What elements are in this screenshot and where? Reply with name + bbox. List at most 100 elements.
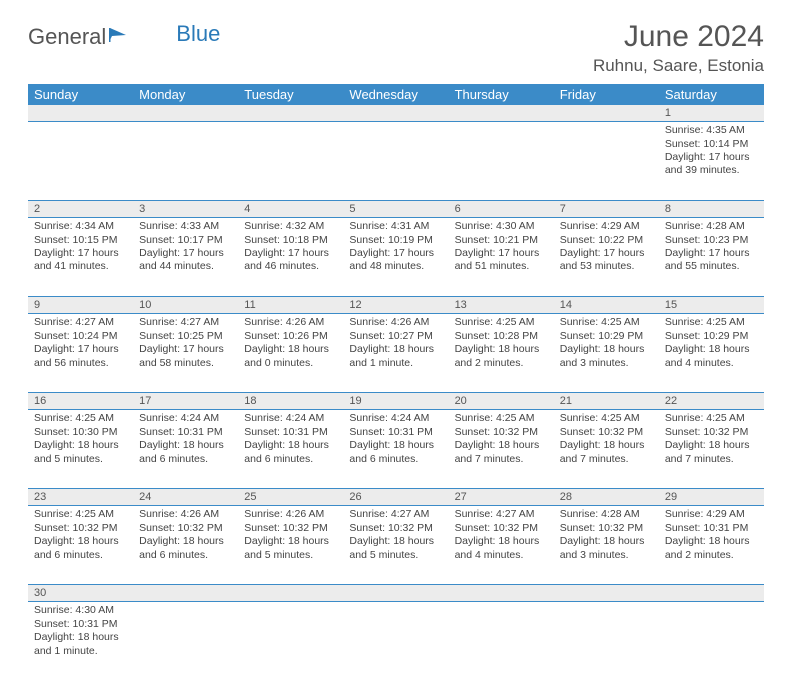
daylight-text: Daylight: 17 hours and 58 minutes.	[139, 343, 232, 370]
daylight-text: Daylight: 18 hours and 5 minutes.	[34, 439, 127, 466]
sunset-text: Sunset: 10:32 PM	[665, 426, 758, 439]
sunset-text: Sunset: 10:32 PM	[560, 522, 653, 535]
sunset-text: Sunset: 10:31 PM	[349, 426, 442, 439]
daynum-row: 16171819202122	[28, 393, 764, 410]
day-cell	[28, 122, 133, 201]
day-number-cell: 4	[238, 201, 343, 218]
sunset-text: Sunset: 10:29 PM	[665, 330, 758, 343]
daynum-row: 30	[28, 585, 764, 602]
day-cell: Sunrise: 4:34 AMSunset: 10:15 PMDaylight…	[28, 218, 133, 297]
week-row: Sunrise: 4:34 AMSunset: 10:15 PMDaylight…	[28, 218, 764, 297]
day-cell: Sunrise: 4:28 AMSunset: 10:32 PMDaylight…	[554, 506, 659, 585]
daynum-row: 1	[28, 105, 764, 122]
daynum-row: 2345678	[28, 201, 764, 218]
daylight-text: Daylight: 18 hours and 6 minutes.	[244, 439, 337, 466]
day-number-cell: 29	[659, 489, 764, 506]
weekday-header: Monday	[133, 84, 238, 105]
sunset-text: Sunset: 10:14 PM	[665, 138, 758, 151]
daylight-text: Daylight: 18 hours and 6 minutes.	[139, 439, 232, 466]
day-number-cell: 18	[238, 393, 343, 410]
daylight-text: Daylight: 18 hours and 0 minutes.	[244, 343, 337, 370]
day-cell: Sunrise: 4:25 AMSunset: 10:32 PMDaylight…	[449, 410, 554, 489]
sunrise-text: Sunrise: 4:34 AM	[34, 220, 127, 233]
daylight-text: Daylight: 17 hours and 44 minutes.	[139, 247, 232, 274]
sunset-text: Sunset: 10:26 PM	[244, 330, 337, 343]
daylight-text: Daylight: 17 hours and 56 minutes.	[34, 343, 127, 370]
weekday-header: Thursday	[449, 84, 554, 105]
day-cell: Sunrise: 4:29 AMSunset: 10:31 PMDaylight…	[659, 506, 764, 585]
day-cell: Sunrise: 4:27 AMSunset: 10:25 PMDaylight…	[133, 314, 238, 393]
weekday-header: Wednesday	[343, 84, 448, 105]
logo: General Blue	[28, 24, 220, 50]
sunset-text: Sunset: 10:22 PM	[560, 234, 653, 247]
sunrise-text: Sunrise: 4:25 AM	[665, 412, 758, 425]
day-number-cell: 9	[28, 297, 133, 314]
sunset-text: Sunset: 10:32 PM	[349, 522, 442, 535]
sunrise-text: Sunrise: 4:24 AM	[349, 412, 442, 425]
sunrise-text: Sunrise: 4:28 AM	[665, 220, 758, 233]
day-number-cell: 3	[133, 201, 238, 218]
day-number-cell	[238, 585, 343, 602]
day-number-cell: 7	[554, 201, 659, 218]
daylight-text: Daylight: 18 hours and 4 minutes.	[455, 535, 548, 562]
sunset-text: Sunset: 10:31 PM	[665, 522, 758, 535]
day-cell: Sunrise: 4:30 AMSunset: 10:31 PMDaylight…	[28, 602, 133, 680]
daylight-text: Daylight: 18 hours and 3 minutes.	[560, 343, 653, 370]
day-cell	[449, 602, 554, 680]
sunrise-text: Sunrise: 4:26 AM	[244, 508, 337, 521]
sunset-text: Sunset: 10:31 PM	[244, 426, 337, 439]
weekday-header: Saturday	[659, 84, 764, 105]
weekday-header: Sunday	[28, 84, 133, 105]
sunrise-text: Sunrise: 4:30 AM	[455, 220, 548, 233]
header: General Blue June 2024 Ruhnu, Saare, Est…	[28, 20, 764, 76]
sunrise-text: Sunrise: 4:30 AM	[34, 604, 127, 617]
daylight-text: Daylight: 17 hours and 53 minutes.	[560, 247, 653, 274]
day-number-cell: 28	[554, 489, 659, 506]
day-number-cell: 13	[449, 297, 554, 314]
week-row: Sunrise: 4:30 AMSunset: 10:31 PMDaylight…	[28, 602, 764, 680]
month-title: June 2024	[593, 20, 764, 54]
sunset-text: Sunset: 10:25 PM	[139, 330, 232, 343]
day-cell	[659, 602, 764, 680]
day-number-cell: 14	[554, 297, 659, 314]
day-number-cell: 2	[28, 201, 133, 218]
daynum-row: 9101112131415	[28, 297, 764, 314]
day-cell: Sunrise: 4:25 AMSunset: 10:29 PMDaylight…	[659, 314, 764, 393]
day-cell: Sunrise: 4:35 AMSunset: 10:14 PMDaylight…	[659, 122, 764, 201]
sunset-text: Sunset: 10:19 PM	[349, 234, 442, 247]
day-number-cell: 8	[659, 201, 764, 218]
sunset-text: Sunset: 10:31 PM	[139, 426, 232, 439]
week-row: Sunrise: 4:25 AMSunset: 10:30 PMDaylight…	[28, 410, 764, 489]
day-cell: Sunrise: 4:29 AMSunset: 10:22 PMDaylight…	[554, 218, 659, 297]
sunset-text: Sunset: 10:32 PM	[560, 426, 653, 439]
day-cell: Sunrise: 4:27 AMSunset: 10:32 PMDaylight…	[449, 506, 554, 585]
day-number-cell	[449, 585, 554, 602]
day-cell	[449, 122, 554, 201]
sunset-text: Sunset: 10:32 PM	[244, 522, 337, 535]
day-number-cell: 21	[554, 393, 659, 410]
daylight-text: Daylight: 18 hours and 7 minutes.	[560, 439, 653, 466]
daylight-text: Daylight: 18 hours and 1 minute.	[349, 343, 442, 370]
day-cell: Sunrise: 4:24 AMSunset: 10:31 PMDaylight…	[343, 410, 448, 489]
day-number-cell: 1	[659, 105, 764, 122]
sunrise-text: Sunrise: 4:25 AM	[455, 316, 548, 329]
sunrise-text: Sunrise: 4:24 AM	[244, 412, 337, 425]
daylight-text: Daylight: 18 hours and 3 minutes.	[560, 535, 653, 562]
day-number-cell: 25	[238, 489, 343, 506]
daylight-text: Daylight: 18 hours and 6 minutes.	[139, 535, 232, 562]
day-cell: Sunrise: 4:25 AMSunset: 10:30 PMDaylight…	[28, 410, 133, 489]
daylight-text: Daylight: 18 hours and 6 minutes.	[349, 439, 442, 466]
day-cell	[343, 122, 448, 201]
day-cell	[133, 122, 238, 201]
sunrise-text: Sunrise: 4:24 AM	[139, 412, 232, 425]
sunrise-text: Sunrise: 4:35 AM	[665, 124, 758, 137]
sunrise-text: Sunrise: 4:27 AM	[455, 508, 548, 521]
daylight-text: Daylight: 18 hours and 1 minute.	[34, 631, 127, 658]
sunrise-text: Sunrise: 4:25 AM	[665, 316, 758, 329]
sunrise-text: Sunrise: 4:27 AM	[139, 316, 232, 329]
day-number-cell	[554, 105, 659, 122]
calendar-body: 1Sunrise: 4:35 AMSunset: 10:14 PMDayligh…	[28, 105, 764, 680]
sunrise-text: Sunrise: 4:26 AM	[244, 316, 337, 329]
day-number-cell	[133, 585, 238, 602]
location: Ruhnu, Saare, Estonia	[593, 56, 764, 76]
